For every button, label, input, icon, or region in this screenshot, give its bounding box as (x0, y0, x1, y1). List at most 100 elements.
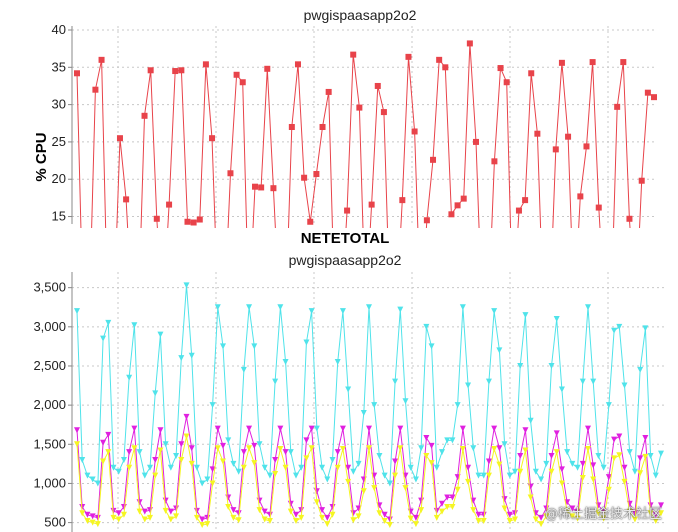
y-tick-label: 35 (52, 59, 66, 74)
data-point (246, 304, 253, 311)
data-point (548, 362, 555, 369)
data-point (157, 331, 164, 338)
data-point (626, 508, 633, 515)
data-point (569, 460, 576, 467)
data-point (325, 88, 332, 95)
data-point (147, 464, 153, 471)
data-point (543, 513, 550, 520)
data-point (439, 449, 445, 456)
data-point (538, 521, 545, 528)
chart-subtitle: pwgispaasapp2o2 (304, 7, 417, 23)
data-point (480, 472, 487, 479)
netetotal-chart-svg: NETETOTAL pwgispaasapp2o2 500 1,000 1,500 2,0… (33, 230, 664, 532)
data-point (178, 456, 185, 463)
data-point (553, 430, 560, 437)
data-point (605, 402, 612, 409)
data-point (449, 503, 456, 510)
data-point (616, 433, 623, 440)
data-point (313, 499, 320, 506)
data-point (166, 201, 173, 208)
data-point (261, 508, 268, 515)
data-point (418, 507, 425, 514)
data-point (84, 511, 91, 518)
data-point (225, 437, 232, 444)
data-point (74, 427, 80, 434)
data-point (178, 67, 185, 74)
data-point (392, 458, 399, 465)
data-point (360, 488, 367, 495)
data-point (620, 59, 627, 66)
data-point (277, 304, 284, 311)
chart-title: NETETOTAL (301, 230, 390, 247)
data-point (444, 437, 451, 444)
data-point (577, 193, 584, 200)
data-point (553, 449, 560, 456)
data-point (251, 460, 258, 467)
data-point (585, 425, 591, 432)
data-point (261, 464, 268, 471)
data-point (631, 510, 638, 517)
data-point (173, 505, 180, 512)
data-point (611, 327, 618, 334)
data-point (141, 508, 148, 515)
data-point (611, 455, 618, 462)
data-point (614, 103, 621, 110)
data-point (386, 521, 393, 528)
y-tick-label: 1,500 (33, 436, 66, 451)
data-point (543, 460, 550, 467)
data-point (569, 505, 576, 512)
data-point (631, 468, 638, 475)
data-point (548, 453, 555, 460)
data-point (642, 435, 649, 442)
data-point (235, 517, 242, 524)
data-point (626, 215, 633, 222)
data-point (497, 65, 504, 72)
data-point (407, 515, 414, 522)
data-point (136, 499, 143, 506)
data-point (538, 514, 545, 521)
data-point (652, 511, 659, 518)
data-point (368, 201, 375, 208)
data-point (94, 480, 101, 487)
data-point (501, 505, 508, 512)
data-point (522, 312, 529, 319)
data-point (116, 135, 123, 142)
data-point (123, 196, 130, 203)
data-point (240, 464, 247, 471)
data-point (558, 59, 565, 66)
data-point (574, 464, 581, 471)
data-point (475, 472, 482, 479)
data-point (392, 378, 399, 385)
data-point (345, 478, 352, 485)
data-point (386, 480, 393, 487)
data-point (272, 471, 279, 478)
data-point (470, 445, 477, 452)
data-point (199, 516, 206, 523)
data-point (204, 476, 211, 483)
series-line-0 (76, 43, 655, 228)
data-point (616, 323, 623, 330)
y-tick-label: 15 (52, 209, 66, 224)
data-point (350, 510, 357, 517)
data-point (360, 409, 367, 416)
data-point (595, 453, 602, 460)
data-point (152, 456, 159, 463)
data-point (319, 124, 326, 130)
data-point (626, 449, 633, 456)
data-point (472, 138, 479, 145)
data-point (261, 516, 268, 523)
data-point (491, 425, 498, 432)
data-point (246, 445, 253, 452)
data-point (470, 507, 477, 514)
data-point (209, 135, 216, 142)
data-point (564, 449, 571, 456)
data-point (214, 445, 221, 452)
data-point (402, 485, 409, 492)
data-point (172, 68, 179, 75)
y-tick-label: 30 (52, 97, 66, 112)
data-point (621, 382, 628, 389)
data-point (647, 510, 654, 517)
data-point (329, 503, 336, 510)
data-point (366, 304, 372, 311)
data-point (381, 518, 388, 525)
